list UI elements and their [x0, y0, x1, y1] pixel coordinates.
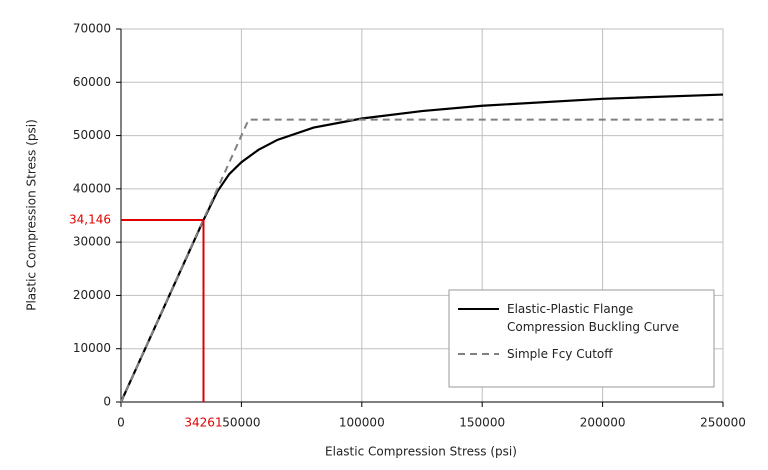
y-tick-label: 40000 [73, 181, 111, 195]
annotation-label: 34,146 [69, 213, 111, 227]
x-tick-label: 200000 [580, 416, 626, 430]
y-tick-label: 60000 [73, 75, 111, 89]
legend-label: Elastic-Plastic Flange Compression Buckl… [507, 302, 680, 334]
y-tick-label: 30000 [73, 235, 111, 249]
legend-box [448, 289, 715, 388]
line-series [120, 118, 723, 403]
y-tick-label: 20000 [73, 288, 111, 302]
x-axis-title: Elastic Compression Stress (psi) [325, 445, 517, 459]
y-tick-label: 50000 [73, 128, 111, 142]
y-axis-title: Plastic Compression Stress (psi) [25, 119, 39, 311]
legend-entry: Simple Fcy Cutoff [507, 347, 613, 361]
y-tick-label: 10000 [73, 341, 111, 355]
y-tick-label: 0 [103, 395, 111, 409]
x-tick-label: 250000 [700, 416, 746, 430]
legend-entry: Elastic-Plastic Flange Compression Buckl… [507, 302, 680, 334]
x-tick-label: 150000 [459, 416, 505, 430]
legend-label: Simple Fcy Cutoff [507, 347, 613, 361]
x-tick-label: 100000 [339, 416, 385, 430]
x-tick-label: 0 [117, 416, 125, 430]
line-series [119, 93, 724, 403]
x-tick-label: 50000 [222, 416, 260, 430]
annotation-label: 34261 [184, 416, 222, 430]
y-tick-label: 70000 [73, 22, 111, 36]
